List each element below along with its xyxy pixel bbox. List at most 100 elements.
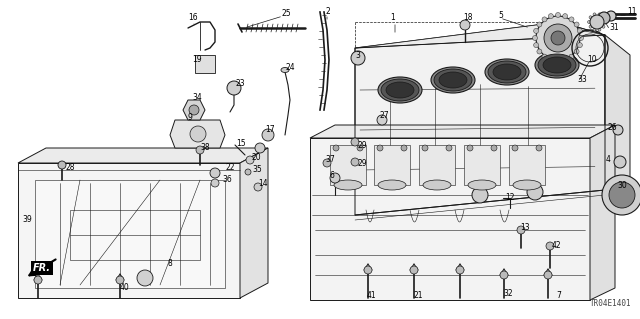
Circle shape <box>574 49 579 54</box>
Circle shape <box>211 179 219 187</box>
Text: 37: 37 <box>325 155 335 165</box>
Text: 31: 31 <box>609 24 619 33</box>
Circle shape <box>357 145 363 151</box>
Ellipse shape <box>378 180 406 190</box>
Circle shape <box>410 266 418 274</box>
Circle shape <box>593 13 596 16</box>
Text: 35: 35 <box>252 166 262 174</box>
Ellipse shape <box>468 180 496 190</box>
Circle shape <box>593 28 596 31</box>
Polygon shape <box>464 145 500 185</box>
Polygon shape <box>374 145 410 185</box>
Text: 12: 12 <box>505 194 515 203</box>
Circle shape <box>245 169 251 175</box>
Circle shape <box>512 145 518 151</box>
Text: 5: 5 <box>498 11 503 19</box>
Text: 33: 33 <box>577 76 587 85</box>
Ellipse shape <box>485 59 529 85</box>
Circle shape <box>590 15 604 29</box>
Circle shape <box>536 145 542 151</box>
Text: 24: 24 <box>285 63 294 72</box>
Text: 22: 22 <box>225 164 234 173</box>
Circle shape <box>255 143 265 153</box>
Polygon shape <box>18 148 268 163</box>
Circle shape <box>614 156 626 168</box>
Circle shape <box>613 125 623 135</box>
Circle shape <box>569 54 574 59</box>
Circle shape <box>189 105 199 115</box>
Circle shape <box>227 81 241 95</box>
Circle shape <box>500 271 508 279</box>
Ellipse shape <box>381 79 419 101</box>
Circle shape <box>196 146 204 154</box>
Circle shape <box>330 173 340 183</box>
Text: 10: 10 <box>587 56 596 64</box>
Circle shape <box>598 12 610 24</box>
Text: 2: 2 <box>325 8 330 17</box>
Circle shape <box>537 22 542 27</box>
Circle shape <box>598 28 601 31</box>
Circle shape <box>544 24 572 52</box>
Text: 17: 17 <box>265 125 275 135</box>
Circle shape <box>589 16 592 19</box>
Circle shape <box>544 271 552 279</box>
Circle shape <box>548 57 554 63</box>
Circle shape <box>569 17 574 22</box>
Circle shape <box>556 12 561 18</box>
Circle shape <box>351 138 359 146</box>
Circle shape <box>333 145 339 151</box>
Ellipse shape <box>543 57 571 73</box>
Polygon shape <box>509 145 545 185</box>
Circle shape <box>190 126 206 142</box>
Text: 7: 7 <box>556 291 561 300</box>
Text: 1: 1 <box>390 13 395 23</box>
Circle shape <box>137 270 153 286</box>
Ellipse shape <box>538 54 576 76</box>
Circle shape <box>401 145 407 151</box>
Circle shape <box>577 43 582 48</box>
Ellipse shape <box>493 64 521 80</box>
Ellipse shape <box>439 72 467 88</box>
Circle shape <box>517 226 525 234</box>
Text: FR.: FR. <box>33 263 51 273</box>
Ellipse shape <box>431 67 475 93</box>
Text: 4: 4 <box>606 155 611 165</box>
Circle shape <box>556 58 561 63</box>
Text: 27: 27 <box>380 110 390 120</box>
Text: 26: 26 <box>607 123 616 132</box>
Text: 29: 29 <box>358 159 367 167</box>
Text: 16: 16 <box>188 13 198 23</box>
Ellipse shape <box>423 180 451 190</box>
Ellipse shape <box>434 69 472 91</box>
Ellipse shape <box>334 180 362 190</box>
Circle shape <box>351 51 365 65</box>
Text: 6: 6 <box>330 170 335 180</box>
Ellipse shape <box>281 68 289 72</box>
Text: 11: 11 <box>627 8 637 17</box>
Circle shape <box>542 54 547 59</box>
Circle shape <box>577 28 582 33</box>
Text: 18: 18 <box>463 13 472 23</box>
Circle shape <box>377 115 387 125</box>
Circle shape <box>210 168 220 178</box>
Text: 34: 34 <box>192 93 202 102</box>
Polygon shape <box>355 22 605 48</box>
Circle shape <box>254 183 262 191</box>
Polygon shape <box>183 100 205 120</box>
Text: 23: 23 <box>235 79 244 88</box>
Circle shape <box>446 145 452 151</box>
Text: 36: 36 <box>222 175 232 184</box>
Circle shape <box>246 156 254 164</box>
Text: 25: 25 <box>282 10 292 19</box>
Text: 9: 9 <box>187 114 192 122</box>
Ellipse shape <box>386 82 414 98</box>
Polygon shape <box>605 35 630 210</box>
Circle shape <box>579 35 584 41</box>
Circle shape <box>460 20 470 30</box>
Circle shape <box>536 16 580 60</box>
Circle shape <box>534 28 539 33</box>
Circle shape <box>574 22 579 27</box>
Polygon shape <box>590 125 615 300</box>
Circle shape <box>548 14 554 19</box>
Circle shape <box>602 175 640 215</box>
